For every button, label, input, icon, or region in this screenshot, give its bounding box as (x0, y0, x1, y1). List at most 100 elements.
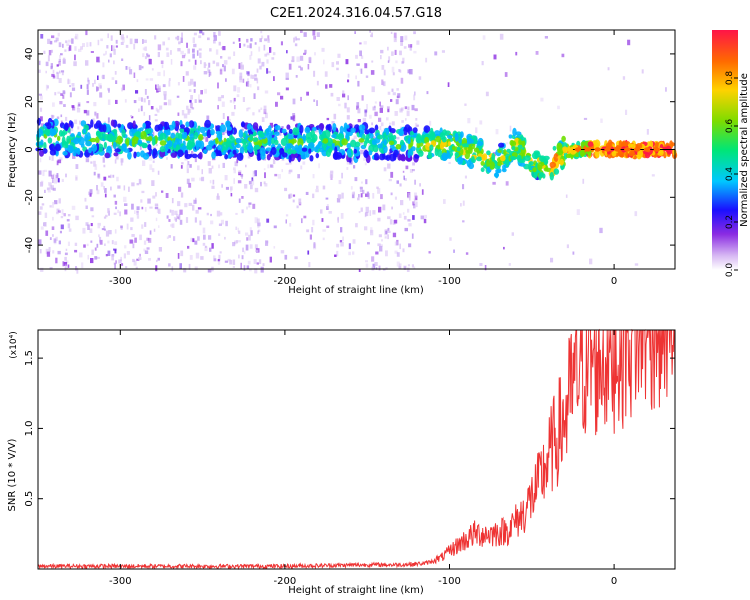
noise-speck (98, 234, 100, 238)
noise-speck (157, 109, 160, 113)
noise-speck (170, 164, 173, 169)
ridge-blob (301, 147, 308, 152)
noise-speck (151, 68, 154, 71)
noise-speck (420, 215, 425, 220)
noise-speck (40, 123, 45, 130)
noise-speck (166, 157, 168, 160)
noise-speck (44, 189, 46, 193)
noise-speck (107, 208, 110, 214)
noise-speck (94, 247, 97, 251)
ridge-blob (486, 150, 491, 156)
noise-speck (102, 74, 105, 80)
noise-speck (482, 35, 486, 40)
noise-speck (157, 44, 162, 51)
ridge-blob (607, 139, 613, 149)
noise-speck (493, 54, 497, 60)
noise-speck (149, 164, 153, 170)
ridge-blob (557, 150, 564, 156)
noise-speck (394, 49, 397, 55)
ridge-blob (481, 154, 486, 162)
noise-speck (321, 47, 325, 52)
ridge-blob (144, 128, 151, 135)
noise-speck (237, 87, 241, 93)
noise-speck (93, 160, 96, 167)
y-tick-label: 1.0 (24, 420, 35, 436)
noise-speck (394, 241, 399, 246)
noise-speck (77, 126, 80, 130)
noise-speck (403, 265, 407, 269)
noise-speck (136, 210, 139, 216)
noise-speck (209, 71, 212, 76)
noise-speck (118, 259, 122, 264)
noise-speck (371, 86, 375, 93)
noise-speck (151, 180, 155, 186)
noise-speck (312, 193, 315, 199)
noise-speck (146, 247, 150, 250)
noise-speck (218, 41, 221, 46)
noise-speck (113, 194, 116, 198)
noise-speck (233, 85, 237, 92)
noise-speck (155, 143, 158, 147)
noise-speck (220, 46, 223, 50)
noise-speck (61, 178, 64, 182)
noise-speck (258, 109, 261, 113)
noise-speck (123, 185, 126, 191)
ridge-blob (287, 148, 293, 155)
ridge-blob (238, 129, 243, 139)
noise-speck (99, 85, 102, 89)
ridge-blob (633, 147, 641, 152)
ridge-blob (335, 152, 343, 159)
noise-speck (178, 214, 181, 220)
ridge-blob (287, 143, 293, 149)
ridge-blob (58, 130, 64, 137)
noise-speck (215, 49, 219, 55)
noise-speck (285, 72, 289, 79)
noise-speck (84, 197, 87, 202)
noise-speck (203, 234, 206, 240)
ridge-blob (127, 151, 132, 160)
noise-speck (96, 86, 98, 92)
ridge-blob (110, 135, 117, 143)
noise-speck (280, 95, 284, 100)
noise-speck (540, 97, 544, 102)
noise-speck (550, 257, 554, 263)
noise-speck (258, 46, 261, 52)
noise-speck (129, 239, 133, 244)
noise-speck (110, 35, 113, 41)
noise-speck (173, 236, 176, 241)
noise-speck (134, 210, 136, 214)
noise-speck (258, 229, 261, 233)
noise-speck (448, 161, 451, 164)
noise-speck (252, 203, 256, 209)
noise-speck (407, 208, 410, 213)
noise-speck (81, 262, 84, 269)
noise-speck (369, 210, 372, 216)
noise-speck (241, 196, 244, 199)
ridge-blob (368, 144, 375, 153)
noise-speck (181, 32, 183, 37)
noise-speck (246, 265, 250, 270)
ridge-blob (500, 155, 506, 162)
ridge-blob (374, 124, 379, 132)
noise-speck (411, 233, 414, 239)
noise-speck (52, 216, 54, 221)
noise-speck (511, 232, 514, 236)
noise-speck (260, 266, 264, 273)
noise-speck (90, 258, 94, 264)
noise-speck (316, 100, 318, 106)
noise-speck (181, 162, 184, 165)
noise-speck (238, 38, 241, 42)
noise-speck (297, 174, 300, 179)
noise-speck (260, 181, 262, 187)
noise-speck (183, 113, 188, 119)
noise-speck (341, 192, 344, 199)
noise-speck (187, 161, 190, 166)
noise-speck (326, 206, 329, 210)
noise-speck (294, 36, 297, 41)
noise-speck (313, 99, 316, 102)
noise-speck (396, 239, 399, 246)
noise-speck (316, 185, 319, 189)
noise-speck (362, 117, 367, 124)
noise-speck (220, 56, 223, 59)
ridge-blob (292, 127, 300, 136)
